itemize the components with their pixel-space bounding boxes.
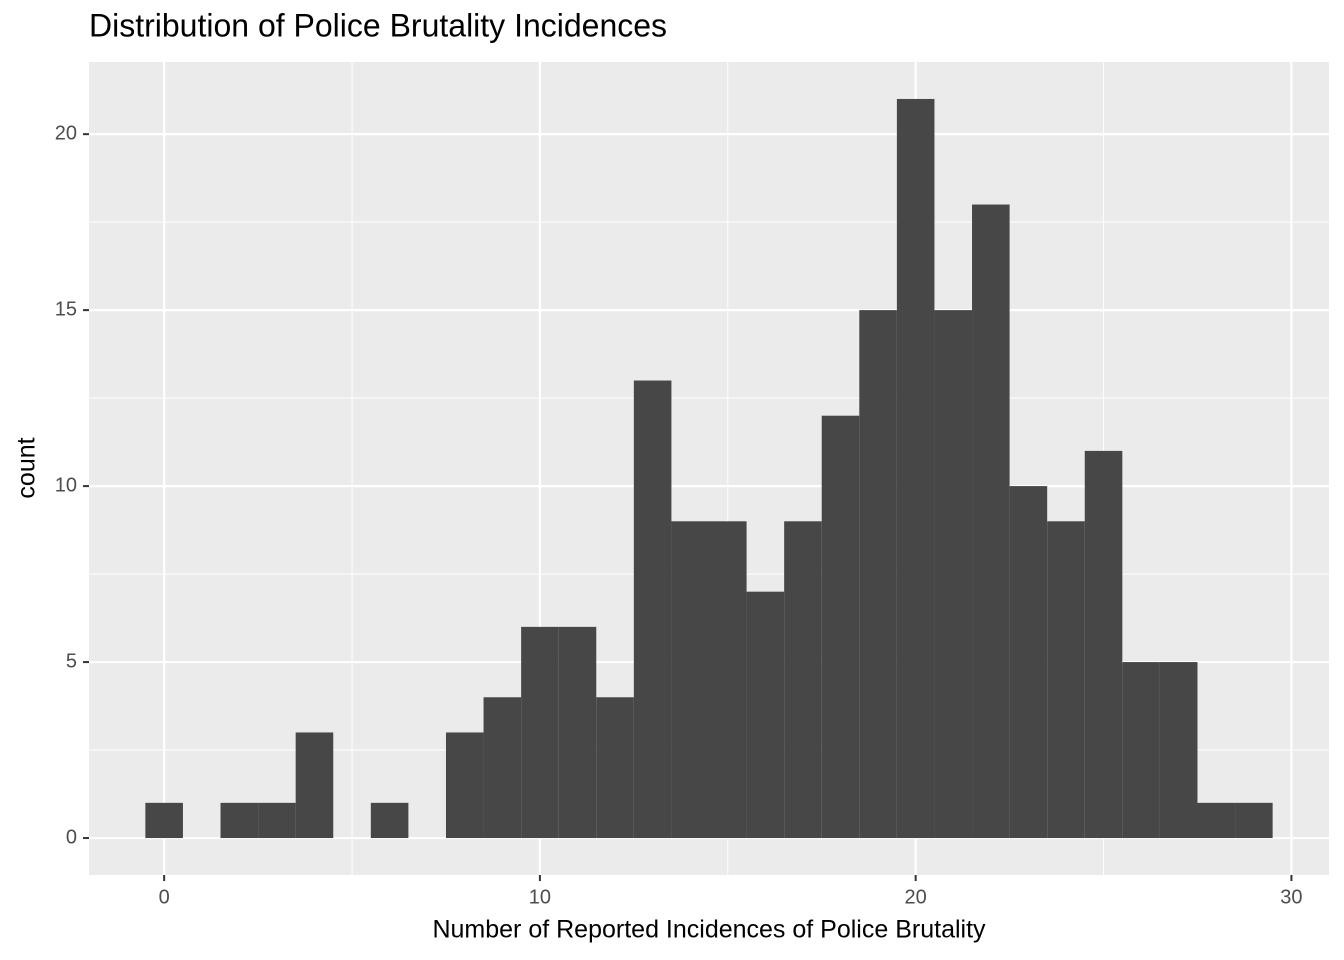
bar xyxy=(821,415,860,839)
bar xyxy=(633,380,672,839)
bar xyxy=(220,802,259,839)
bar xyxy=(596,697,634,839)
bar xyxy=(1009,486,1048,839)
bar xyxy=(445,732,484,839)
bar xyxy=(295,732,334,839)
y-tick-label: 5 xyxy=(66,650,77,672)
chart-title: Distribution of Police Brutality Inciden… xyxy=(89,7,667,43)
bar xyxy=(1197,802,1236,839)
bar xyxy=(521,626,559,839)
bar xyxy=(258,802,296,839)
bar xyxy=(1047,521,1085,839)
y-tick-label: 20 xyxy=(55,122,77,144)
y-tick-label: 10 xyxy=(55,474,77,496)
x-tick-label: 0 xyxy=(159,886,170,908)
x-axis-title: Number of Reported Incidences of Police … xyxy=(432,916,986,944)
bar xyxy=(558,626,597,839)
y-axis-title: count xyxy=(13,437,41,498)
bar xyxy=(671,521,709,839)
bar xyxy=(145,802,183,839)
bar xyxy=(784,521,822,839)
bar xyxy=(1159,662,1198,839)
bar xyxy=(896,98,935,839)
x-tick-label: 10 xyxy=(529,886,551,908)
bar xyxy=(370,802,409,839)
y-tick-label: 15 xyxy=(55,298,77,320)
bar xyxy=(1122,662,1160,839)
y-tick-label: 0 xyxy=(66,826,77,848)
bar xyxy=(934,310,973,839)
bar xyxy=(1235,802,1273,839)
bar xyxy=(746,591,785,839)
bar xyxy=(972,204,1010,839)
bar xyxy=(859,310,897,839)
x-tick-label: 30 xyxy=(1280,886,1302,908)
x-tick-label: 20 xyxy=(905,886,927,908)
bar xyxy=(483,697,522,839)
bar xyxy=(1084,450,1123,839)
bar xyxy=(709,521,747,839)
